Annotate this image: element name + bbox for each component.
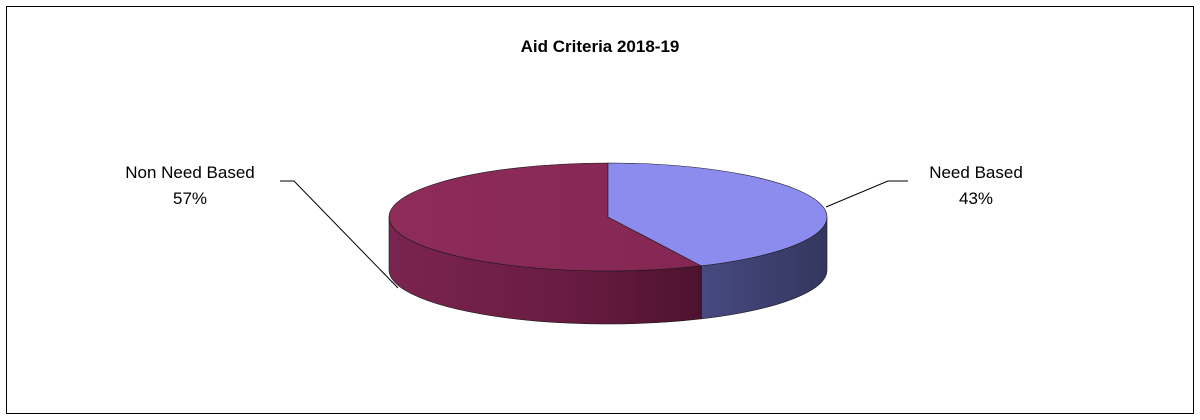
slice-label-need-based: Need Based <box>929 163 1023 182</box>
slice-need-based <box>607 162 828 267</box>
slice-pct-need-based: 43% <box>959 189 993 208</box>
leader-line-non-need-based <box>280 180 399 289</box>
leader-line-need-based <box>825 180 908 208</box>
slice-non-need-based <box>388 162 703 272</box>
slice-label-non-need-based: Non Need Based <box>125 163 254 182</box>
slice-pct-non-need-based: 57% <box>173 189 207 208</box>
chart-title: Aid Criteria 2018-19 <box>521 37 680 56</box>
